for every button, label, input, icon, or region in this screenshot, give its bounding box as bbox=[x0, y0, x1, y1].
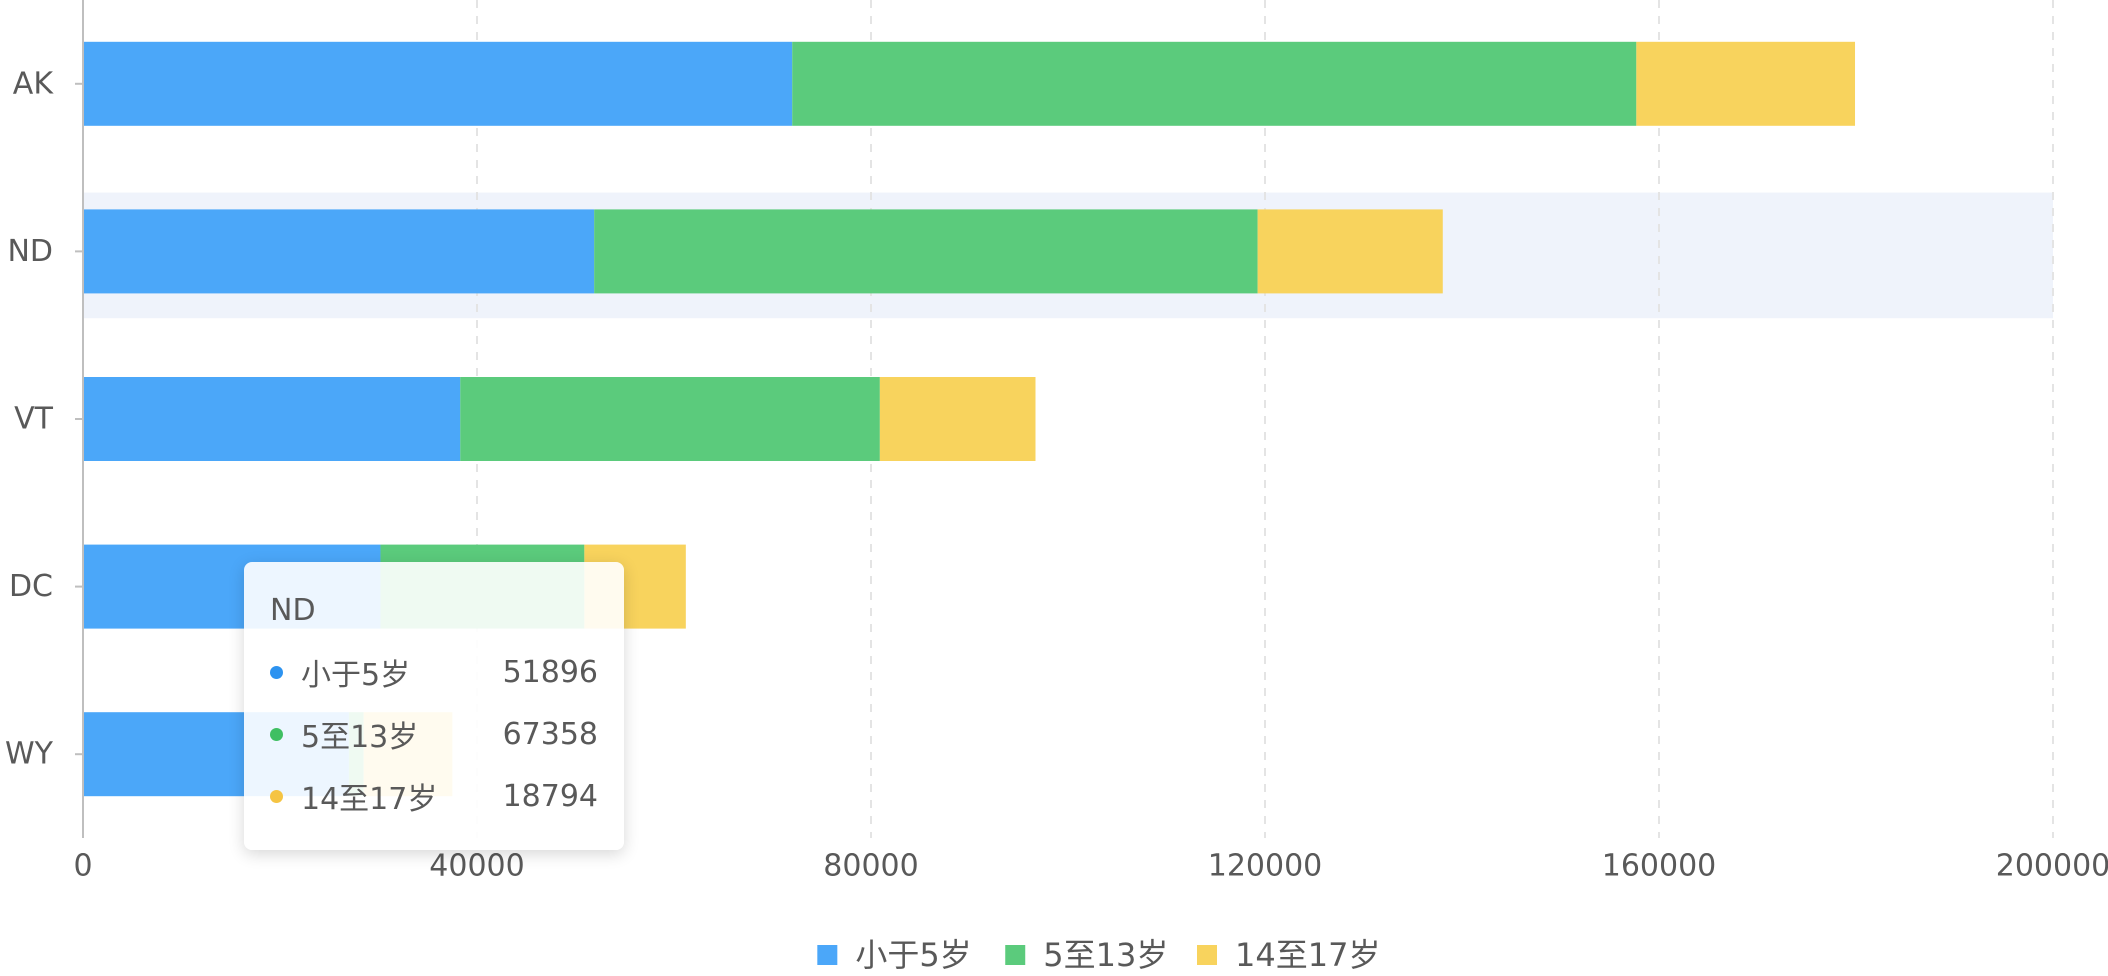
bar-segment-ak-1[interactable] bbox=[792, 41, 1637, 126]
tooltip: ND 小于5岁 51896 5至13岁 67358 14至17岁 18794 bbox=[244, 562, 624, 850]
legend: 小于5岁 5至13岁 14至17岁 bbox=[817, 936, 1380, 974]
legend-item[interactable]: 14至17岁 bbox=[1197, 936, 1380, 974]
bar-segment-ak-2[interactable] bbox=[1636, 41, 1856, 126]
tooltip-marker bbox=[270, 789, 283, 803]
tooltip-item-name: 小于5岁 bbox=[301, 658, 411, 693]
x-tick-label: 160000 bbox=[1602, 849, 1717, 884]
tooltip-item-name: 14至17岁 bbox=[301, 782, 438, 817]
x-tick-label: 200000 bbox=[1996, 849, 2108, 884]
legend-swatch bbox=[1197, 945, 1217, 965]
y-tick-label: DC bbox=[9, 569, 53, 604]
bar-segment-nd-0[interactable] bbox=[83, 209, 595, 294]
x-tick-label: 80000 bbox=[823, 849, 918, 884]
axes: AK ND VT DC WY 0 40000 80000 120000 160000 200000 bbox=[5, 0, 2108, 884]
bars bbox=[83, 41, 1856, 797]
y-tick-label: ND bbox=[7, 234, 53, 269]
legend-item[interactable]: 小于5岁 bbox=[817, 936, 972, 974]
bar-segment-vt-1[interactable] bbox=[460, 377, 880, 461]
tooltip-item-value: 18794 bbox=[502, 778, 598, 814]
tooltip-item-value: 67358 bbox=[502, 716, 598, 752]
tooltip-item-name: 5至13岁 bbox=[301, 720, 419, 755]
tooltip-item: 5至13岁 67358 bbox=[270, 714, 598, 755]
y-tick-label: AK bbox=[13, 66, 55, 101]
legend-label: 14至17岁 bbox=[1235, 936, 1380, 974]
bar-segment-ak-0[interactable] bbox=[83, 41, 793, 126]
legend-swatch bbox=[1005, 945, 1026, 965]
tooltip-item-value: 51896 bbox=[502, 654, 598, 690]
tooltip-marker bbox=[270, 665, 283, 679]
tooltip-item: 14至17岁 18794 bbox=[270, 776, 598, 817]
x-tick-label: 120000 bbox=[1208, 849, 1323, 884]
x-tick-label: 40000 bbox=[429, 849, 524, 884]
bar-segment-nd-1[interactable] bbox=[594, 209, 1258, 294]
bar-segment-vt-2[interactable] bbox=[879, 377, 1036, 461]
y-tick-label: WY bbox=[5, 737, 54, 772]
y-tick-label: VT bbox=[14, 402, 54, 437]
legend-item[interactable]: 5至13岁 bbox=[1005, 936, 1168, 974]
tooltip-title: ND bbox=[270, 593, 316, 628]
legend-label: 5至13岁 bbox=[1043, 936, 1168, 974]
bar-segment-nd-2[interactable] bbox=[1257, 209, 1443, 294]
legend-swatch bbox=[817, 945, 838, 965]
bar-segment-vt-0[interactable] bbox=[83, 377, 461, 461]
x-tick-label: 0 bbox=[73, 849, 92, 884]
legend-label: 小于5岁 bbox=[855, 936, 971, 974]
tooltip-item: 小于5岁 51896 bbox=[270, 652, 598, 693]
tooltip-marker bbox=[270, 727, 283, 741]
